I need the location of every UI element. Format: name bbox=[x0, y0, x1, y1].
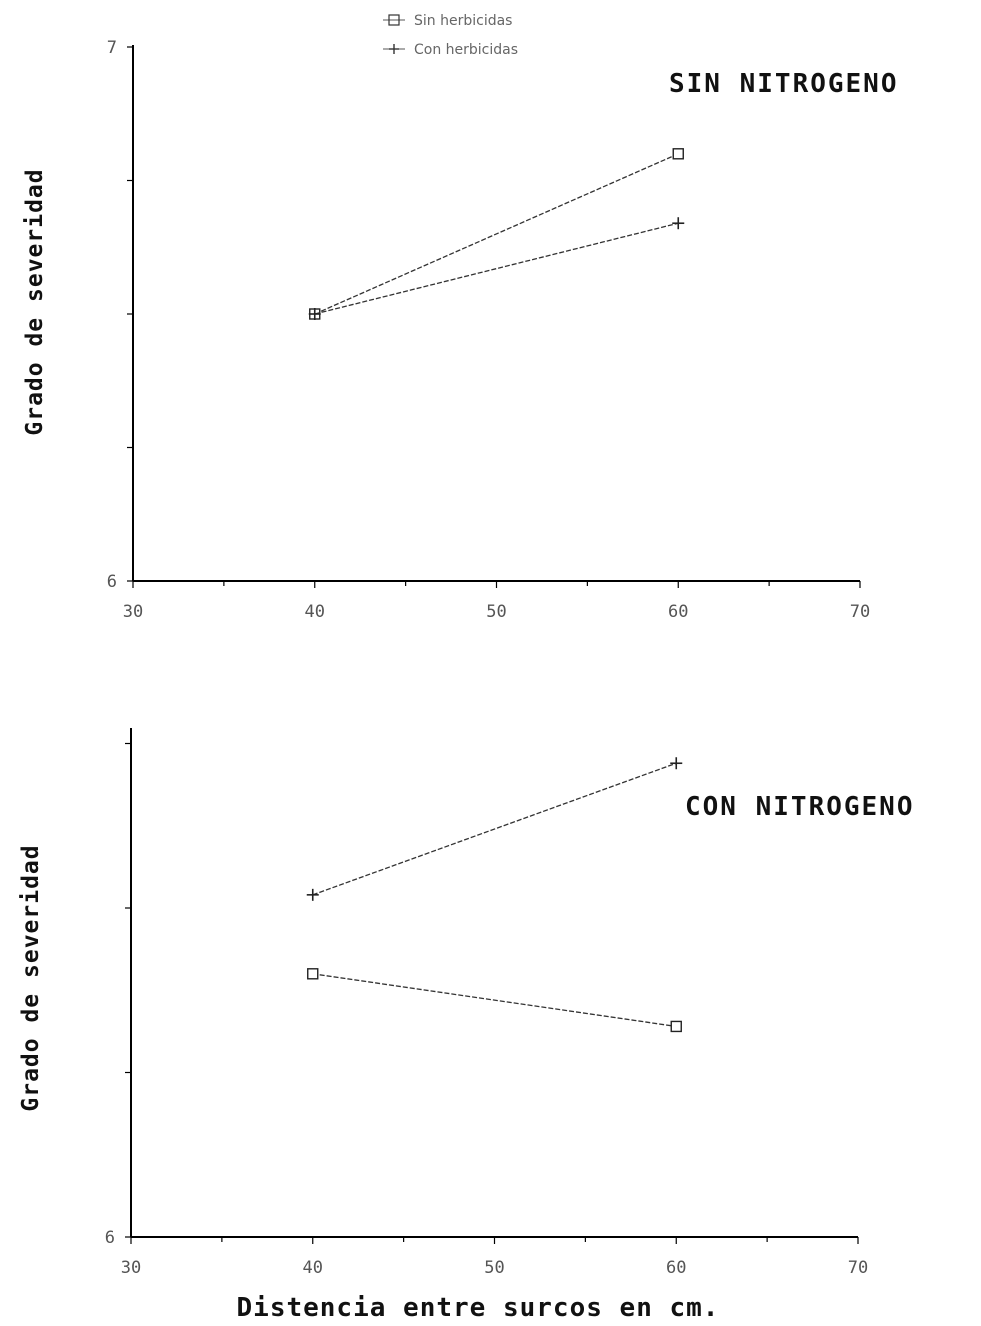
panel-title-con-nitrogeno: CON NITROGENO bbox=[685, 792, 915, 822]
legend-plus-marker bbox=[389, 44, 399, 54]
legend-label-con-herbicidas: Con herbicidas bbox=[414, 42, 518, 58]
x-tick-label: 50 bbox=[484, 1258, 504, 1278]
chart-panel-sin-nitrogeno: SIN NITROGENO Grado de severidad 30 40 50 6… bbox=[22, 38, 899, 622]
legend-item-con-herbicidas: Con herbicidas bbox=[383, 42, 518, 58]
x-axis-label: Distencia entre surcos en cm. bbox=[237, 1293, 720, 1323]
chart-panel-con-nitrogeno: CON NITROGENO Grado de severidad Distenc… bbox=[18, 728, 915, 1323]
legend: Sin herbicidas Con herbicidas bbox=[383, 13, 518, 58]
data-point-square bbox=[307, 968, 319, 980]
data-point-plus bbox=[672, 217, 685, 230]
x-tick-label: 70 bbox=[850, 602, 870, 622]
legend-label-sin-herbicidas: Sin herbicidas bbox=[414, 13, 512, 29]
x-tick-label: 40 bbox=[305, 602, 325, 622]
x-tick-label: 40 bbox=[303, 1258, 323, 1278]
data-point-plus bbox=[308, 308, 321, 320]
legend-square-marker bbox=[388, 14, 400, 26]
data-point-square bbox=[672, 148, 684, 160]
x-tick-label: 30 bbox=[123, 602, 143, 622]
data-point-square bbox=[670, 1020, 682, 1033]
x-tick-label: 30 bbox=[121, 1258, 141, 1278]
series-line-con-herbicidas bbox=[314, 222, 679, 315]
series-line-con-herbicidas bbox=[312, 762, 677, 896]
x-tick-label: 60 bbox=[668, 602, 688, 622]
data-point-plus bbox=[670, 757, 683, 770]
series-line-sin-herbicidas bbox=[312, 973, 677, 1028]
x-tick-label: 70 bbox=[848, 1258, 868, 1278]
legend-item-sin-herbicidas: Sin herbicidas bbox=[383, 13, 512, 29]
y-tick-label: 6 bbox=[107, 572, 117, 592]
y-axis-label-top: Grado de severidad bbox=[22, 168, 48, 435]
panel-title-sin-nitrogeno: SIN NITROGENO bbox=[669, 69, 899, 99]
series-line-sin-herbicidas bbox=[314, 153, 679, 315]
y-tick-label: 7 bbox=[107, 38, 117, 58]
data-point-plus bbox=[306, 888, 319, 901]
x-tick-label: 60 bbox=[666, 1258, 686, 1278]
y-tick-label: 6 bbox=[105, 1228, 115, 1248]
x-tick-label: 50 bbox=[486, 602, 506, 622]
y-axis-label-bottom: Grado de severidad bbox=[18, 844, 44, 1111]
